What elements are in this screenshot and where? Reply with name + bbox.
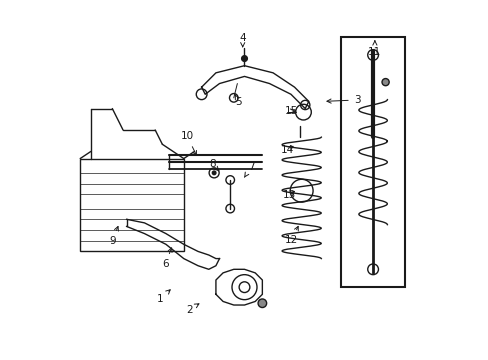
- Text: 13: 13: [283, 190, 296, 200]
- Text: 11: 11: [367, 41, 381, 57]
- Text: 3: 3: [326, 95, 360, 105]
- Text: 8: 8: [208, 159, 218, 171]
- Text: 15: 15: [285, 106, 298, 116]
- Text: 4: 4: [239, 33, 245, 47]
- Text: 9: 9: [109, 226, 118, 246]
- Text: 7: 7: [244, 162, 254, 177]
- Text: 14: 14: [281, 145, 294, 155]
- Circle shape: [381, 78, 388, 86]
- Circle shape: [241, 56, 247, 62]
- Text: 12: 12: [285, 226, 298, 245]
- Text: 1: 1: [157, 290, 170, 303]
- Text: 5: 5: [234, 94, 242, 107]
- Circle shape: [258, 299, 266, 307]
- Text: 10: 10: [181, 131, 196, 155]
- Text: 2: 2: [185, 304, 199, 315]
- Circle shape: [212, 171, 216, 175]
- Bar: [340, 37, 405, 287]
- Text: 6: 6: [162, 248, 172, 269]
